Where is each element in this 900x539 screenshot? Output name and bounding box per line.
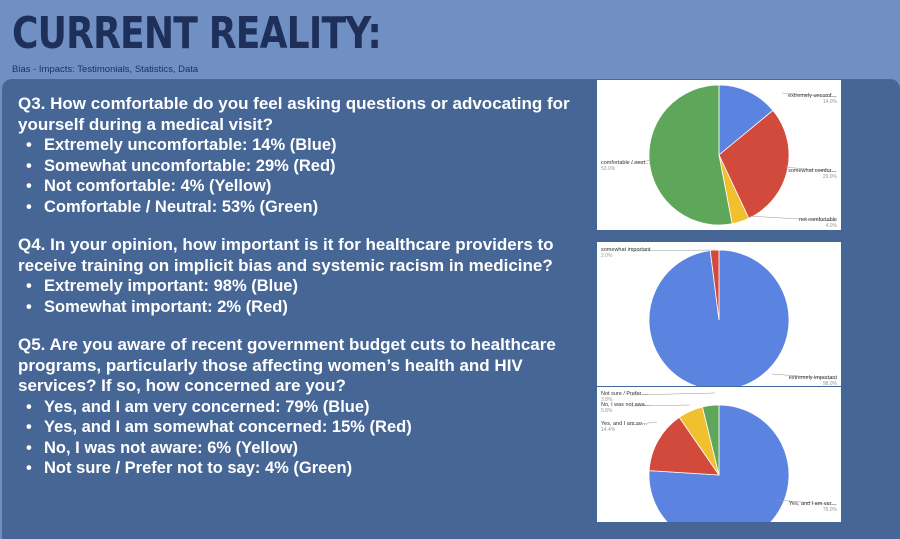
pie-slice-label: somewhat important [601, 247, 651, 253]
pie-slice-label: extremely important [789, 375, 838, 381]
pie-chart-q5-svg: Yes, and I am ver…76.0% Yes, and I am so…… [601, 391, 838, 522]
pie-slice-label: comfortable / neut… [601, 160, 651, 166]
answer-item: Comfortable / Neutral: 53% (Green) [26, 197, 578, 218]
answer-item: Somewhat uncomfortable: 29% (Red) [26, 156, 578, 177]
pie-slice [701, 404, 720, 476]
pie-slice-percent: 29.0% [823, 174, 838, 180]
pie-slice-label: Not sure / Prefer … [601, 391, 648, 397]
pie-slice [718, 84, 774, 156]
answer-item: Extremely uncomfortable: 14% (Blue) [26, 135, 578, 156]
pie-slice-percent: 14.0% [823, 99, 838, 105]
pie-chart-q5: Yes, and I am ver… 76.0% Yes, and I am so…… [597, 387, 841, 522]
answer-item: No, I was not aware: 6% (Yellow) [26, 438, 578, 459]
pie-chart-q3-svg: extremely uncomf…14.0% somewhat comfor…29… [601, 84, 838, 229]
pie-leader-line [630, 249, 716, 252]
pie-slice-percent: 53.0% [601, 166, 616, 172]
questions-list: Q3. How comfortable do you feel asking q… [18, 94, 578, 497]
pie-leader-line [784, 166, 837, 173]
pie-slice-label: No, I was not awa… [601, 402, 650, 408]
question-text: Q4. In your opinion, how important is it… [18, 235, 554, 275]
pie-slice-label: Yes, and I am ver… [789, 501, 837, 507]
pie-leader-line [776, 499, 837, 506]
pie-slice [648, 84, 733, 226]
pie-slice-percent: 4.0% [826, 223, 838, 229]
pie-chart-q4: extremely important 98.0% somewhat importa… [597, 242, 841, 386]
pie-chart-q3: extremely uncomf… 14.0% somewhat comfor… 29… [597, 80, 841, 230]
pie-slice-label: somewhat comfor… [788, 168, 837, 174]
pie-leader-line [630, 421, 658, 426]
answer-item: Extremely important: 98% (Blue) [26, 276, 578, 297]
pie-slice-percent: 3.8% [601, 397, 613, 403]
pie-slice-label: not comfortable [799, 217, 837, 223]
pie-slice-label: Yes, and I am so… [601, 421, 647, 427]
page-title: CURRENT REALITY: [12, 8, 382, 59]
pie-leader-line [781, 92, 837, 98]
question-text: Q5. Are you aware of recent government b… [18, 335, 556, 395]
pie-slice-percent: 98.0% [823, 381, 838, 386]
answer-list: Extremely important: 98% (Blue) Somewhat… [18, 276, 578, 317]
page-subtitle: Bias - Impacts: Testimonials, Statistics… [12, 64, 199, 75]
pie-leader-line [630, 392, 716, 396]
pie-slice-label: extremely uncomf… [788, 93, 837, 99]
question-block-q5: Q5. Are you aware of recent government b… [18, 335, 578, 479]
answer-list: Extremely uncomfortable: 14% (Blue) Some… [18, 135, 578, 217]
pie-slice-percent: 76.0% [823, 507, 838, 513]
answer-item: Not comfortable: 4% (Yellow) [26, 176, 578, 197]
answer-item: Yes, and I am very concerned: 79% (Blue) [26, 397, 578, 418]
answer-item: Not sure / Prefer not to say: 4% (Green) [26, 458, 578, 479]
pie-slice-percent: 5.8% [601, 408, 613, 414]
answer-item: Yes, and I am somewhat concerned: 15% (R… [26, 417, 578, 438]
pie-leader-line [630, 159, 653, 165]
pie-leader-line [746, 215, 837, 222]
pie-slice [648, 416, 720, 476]
answer-list: Yes, and I am very concerned: 79% (Blue)… [18, 397, 578, 479]
pie-slice-percent: 14.4% [601, 427, 616, 433]
question-block-q3: Q3. How comfortable do you feel asking q… [18, 94, 578, 217]
question-text: Q3. How comfortable do you feel asking q… [18, 94, 570, 134]
pie-leader-line [771, 373, 837, 380]
answer-item: Somewhat important: 2% (Red) [26, 297, 578, 318]
pie-leader-line [630, 404, 691, 407]
question-block-q4: Q4. In your opinion, how important is it… [18, 235, 578, 317]
pie-slice-percent: 2.0% [601, 253, 613, 259]
